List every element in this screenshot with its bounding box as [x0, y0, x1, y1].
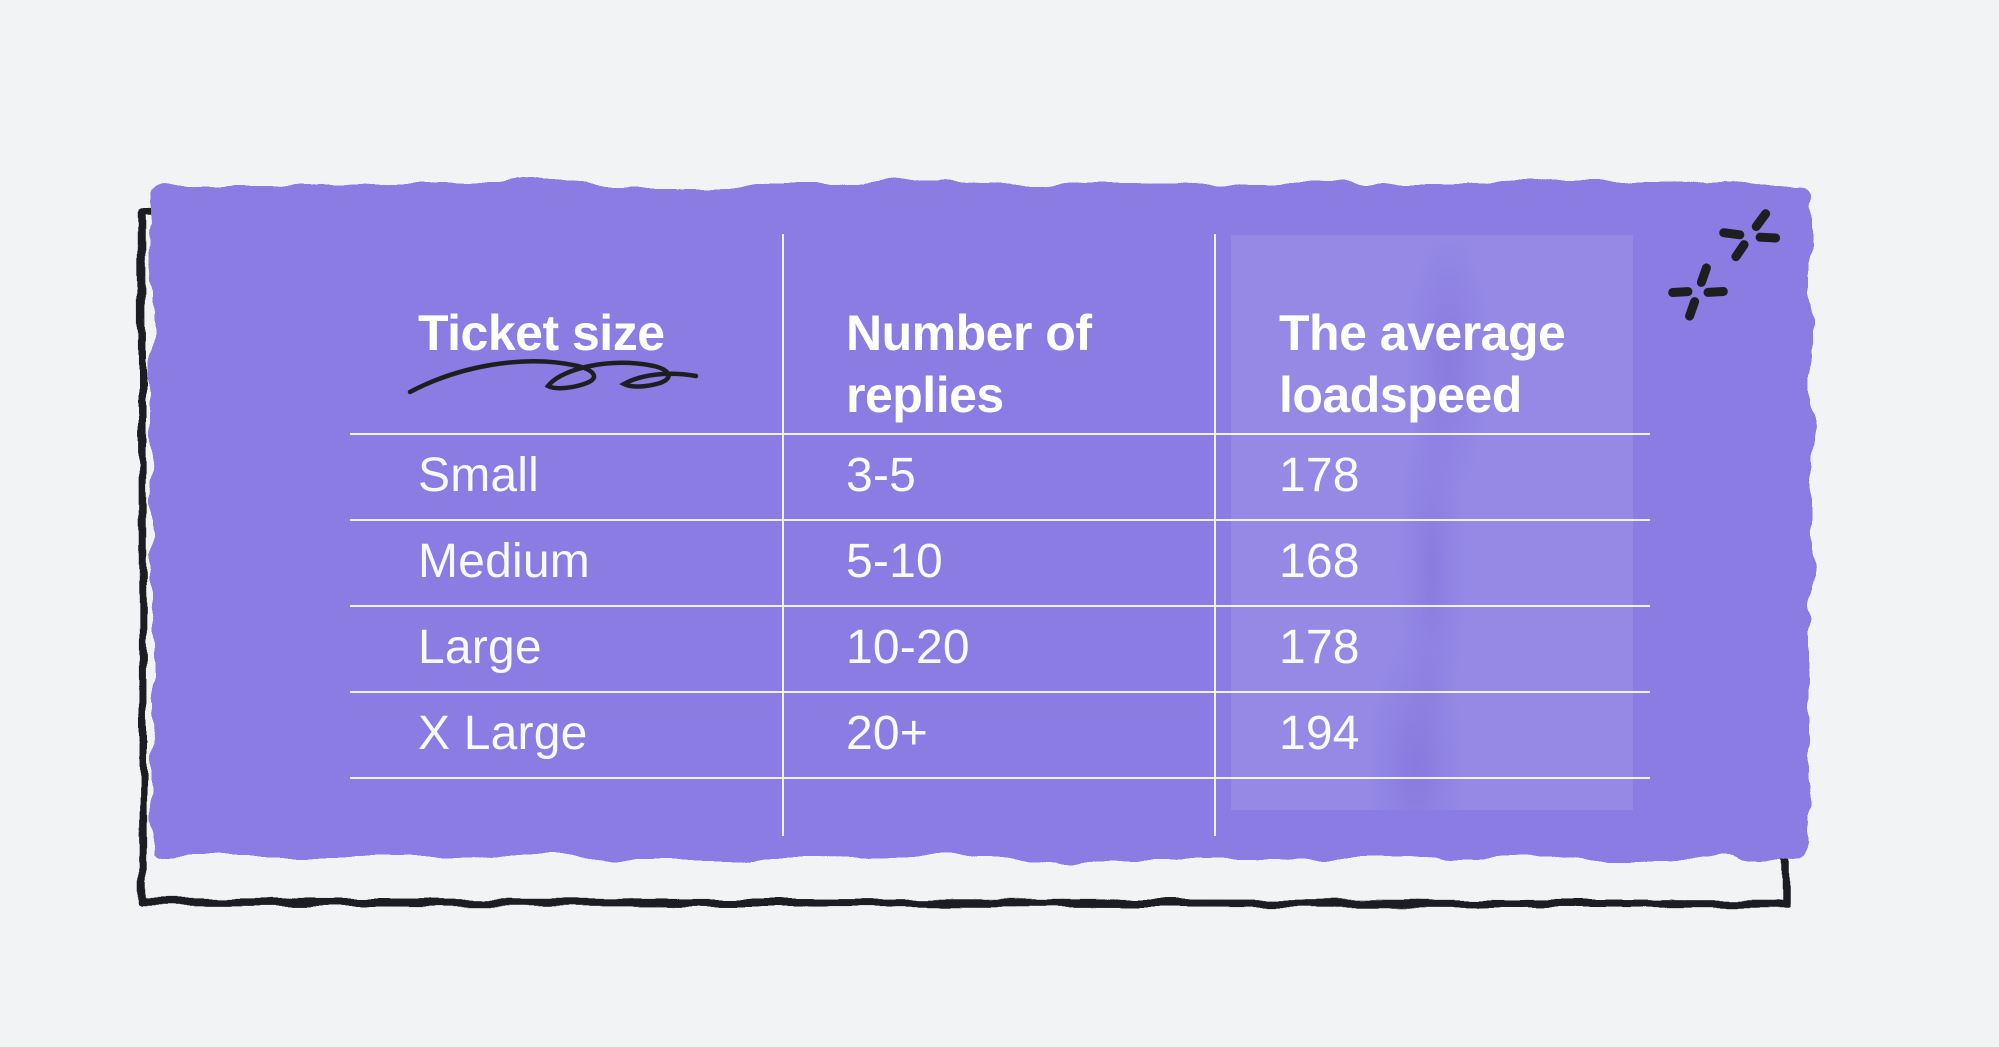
purple-panel [152, 184, 1812, 858]
squiggle-underline-icon [407, 359, 699, 395]
cell-ticket-size: Large [418, 621, 542, 674]
row-divider [350, 777, 1650, 779]
column-header-average-loadspeed: The average loadspeed [1279, 305, 1566, 423]
column-header-ticket-size: Ticket size [418, 305, 665, 361]
sparkle-icon [1668, 209, 1781, 321]
row-divider [350, 433, 1650, 435]
cell-replies: 3-5 [846, 449, 916, 502]
cell-ticket-size: X Large [418, 707, 588, 760]
cell-ticket-size: Medium [418, 535, 590, 588]
row-divider [350, 691, 1650, 693]
cell-ticket-size: Small [418, 449, 540, 502]
highlight-column [1231, 235, 1633, 810]
cell-loadspeed: 178 [1279, 449, 1360, 502]
column-header-number-of-replies: Number of replies [846, 305, 1092, 423]
column-divider [1214, 234, 1216, 836]
cell-replies: 20+ [846, 707, 929, 760]
row-divider [350, 519, 1650, 521]
cell-loadspeed: 178 [1279, 621, 1360, 674]
cell-replies: 10-20 [846, 621, 970, 674]
cell-replies: 5-10 [846, 535, 943, 588]
column-divider [782, 234, 784, 836]
cell-loadspeed: 168 [1279, 535, 1360, 588]
cell-loadspeed: 194 [1279, 707, 1360, 760]
row-divider [350, 605, 1650, 607]
